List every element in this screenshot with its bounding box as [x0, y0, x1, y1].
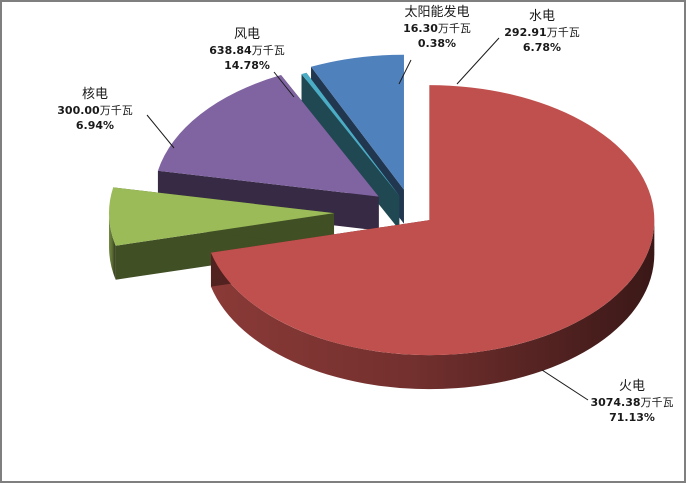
slice-label-value: 638.84万千瓦 — [209, 44, 284, 57]
slice-label-unit: 万千瓦 — [438, 22, 471, 35]
pie-slice — [210, 85, 655, 390]
slice-label: 火电 3074.38万千瓦 71.13% — [590, 379, 673, 424]
leader-lines — [146, 37, 589, 401]
slice-label-name: 水电 — [529, 9, 555, 24]
slice-labels: 火电 3074.38万千瓦 71.13% 核电 300.00万千瓦 6.94% 风电 638.… — [57, 4, 673, 424]
pie-slice-top — [157, 75, 379, 197]
slice-label-value: 3074.38万千瓦 — [590, 396, 673, 409]
slice-label-unit: 万千瓦 — [252, 44, 285, 57]
pie-slice-top — [210, 85, 655, 356]
pie-slice-top — [311, 54, 404, 190]
slice-label-value: 300.00万千瓦 — [57, 104, 132, 117]
slice-label-unit: 万千瓦 — [547, 26, 580, 39]
slice-label-name: 火电 — [619, 379, 645, 394]
slice-label-value: 292.91万千瓦 — [504, 26, 579, 39]
leader-line — [398, 59, 412, 85]
slice-label-percent: 14.78% — [224, 59, 270, 72]
pie-slice-wall — [306, 72, 400, 230]
slice-label-unit: 万千瓦 — [641, 396, 674, 409]
pie-slice-side — [210, 220, 655, 390]
pie-slices — [109, 54, 655, 390]
slice-label-percent: 0.38% — [418, 37, 456, 50]
leader-line — [456, 37, 500, 85]
slice-label-name: 风电 — [234, 27, 260, 42]
pie-slice — [301, 72, 400, 230]
leader-line — [541, 369, 589, 401]
slice-label-percent: 71.13% — [609, 411, 655, 424]
pie-slice — [109, 187, 335, 280]
slice-label-name: 核电 — [82, 87, 108, 102]
slice-label-value: 16.30万千瓦 — [403, 22, 471, 35]
slice-label-percent: 6.78% — [523, 41, 561, 54]
pie-slice-top — [301, 72, 400, 196]
slice-label: 核电 300.00万千瓦 6.94% — [57, 87, 132, 132]
slice-label: 太阳能发电 16.30万千瓦 0.38% — [403, 4, 471, 50]
leader-line — [146, 114, 175, 149]
pie-slice-side — [109, 213, 116, 280]
slice-label-percent: 6.94% — [76, 119, 114, 132]
leader-line — [273, 71, 295, 98]
pie-slice-top — [109, 187, 335, 246]
slice-label-unit: 万千瓦 — [100, 104, 133, 117]
slice-label-name: 太阳能发电 — [404, 4, 469, 20]
slice-label: 水电 292.91万千瓦 6.78% — [504, 9, 579, 54]
slice-label: 风电 638.84万千瓦 14.78% — [209, 27, 284, 72]
